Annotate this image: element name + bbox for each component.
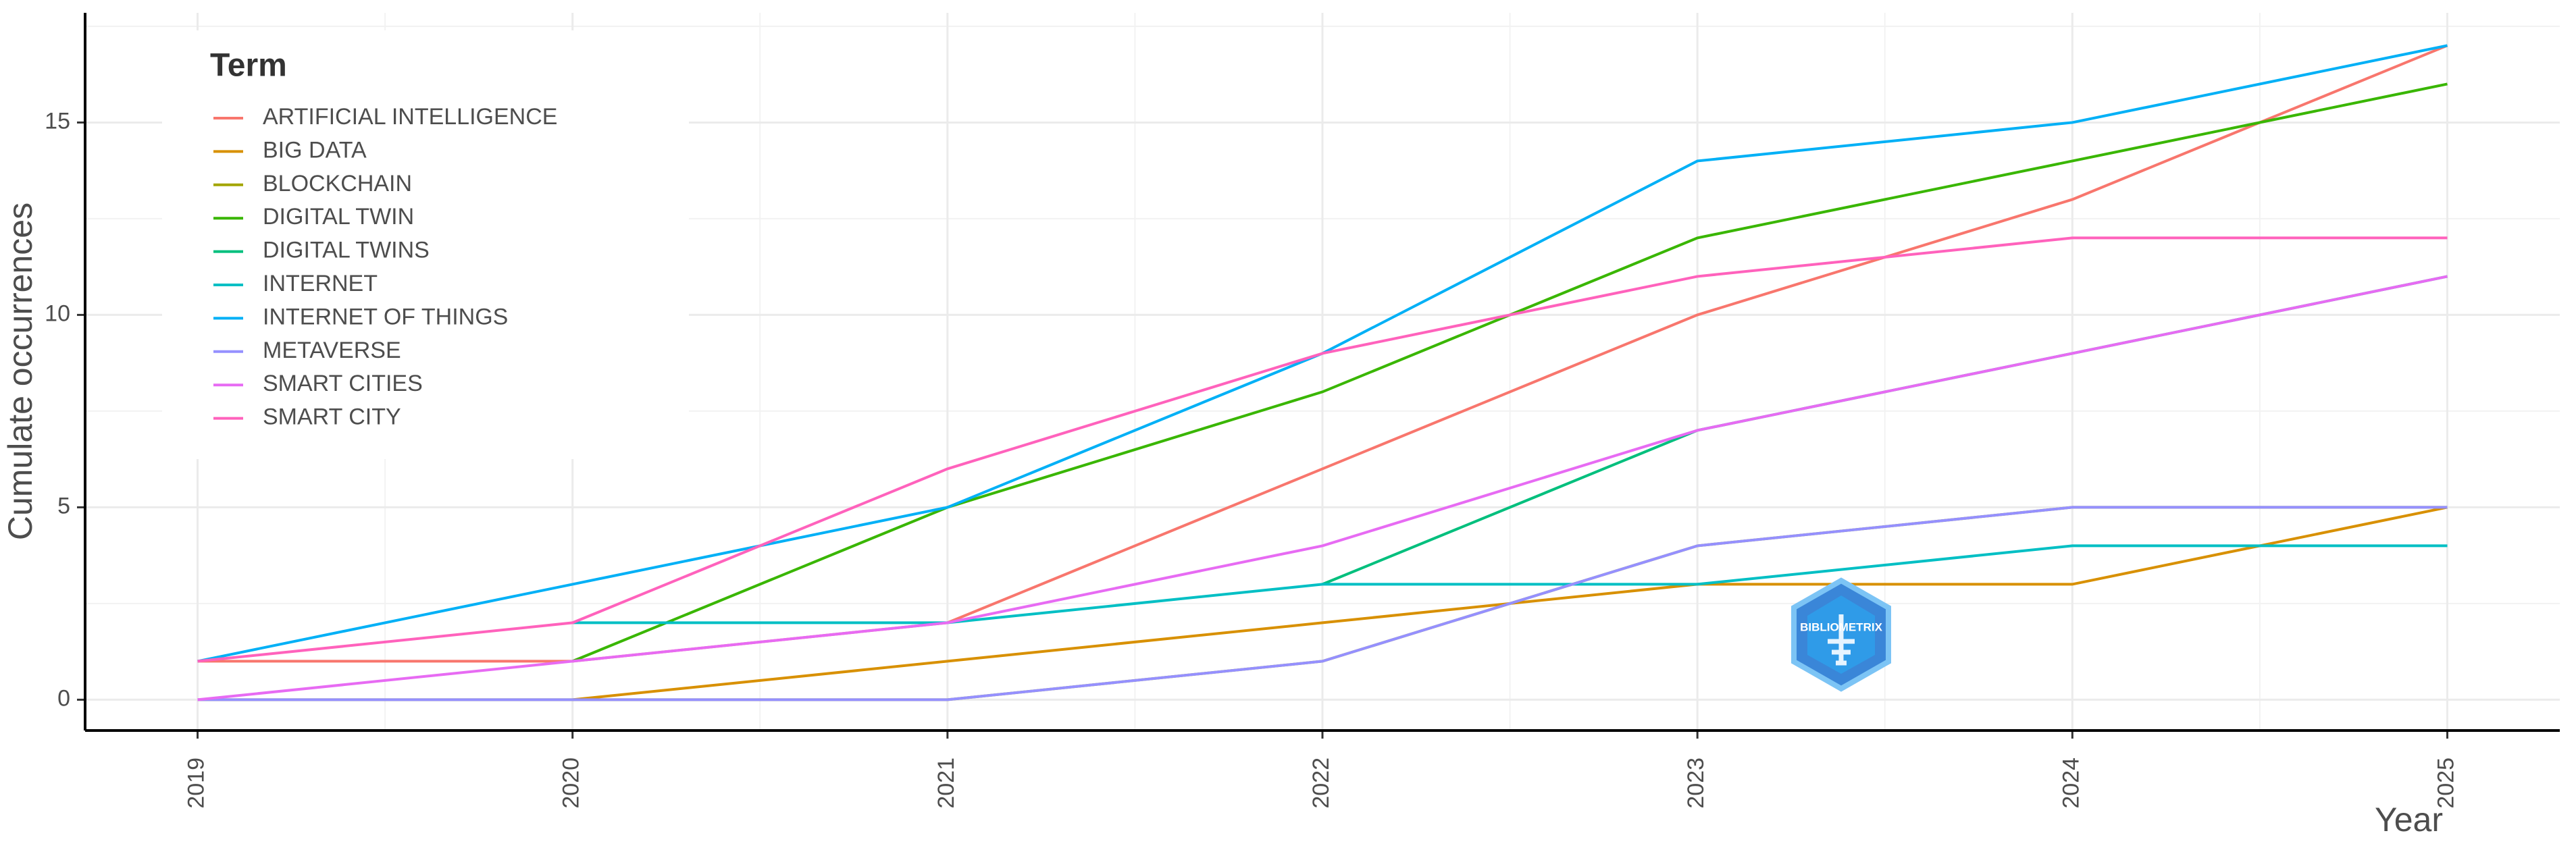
y-tick-label: 15 <box>45 108 70 134</box>
x-tick-label: 2024 <box>2058 758 2084 809</box>
series-line <box>572 544 2448 625</box>
lines <box>197 44 2448 701</box>
y-tick-label: 5 <box>57 493 70 519</box>
y-tick-label: 10 <box>45 300 70 326</box>
legend-label: METAVERSE <box>263 338 401 363</box>
legend-label: BLOCKCHAIN <box>263 171 412 196</box>
legend-title: Term <box>210 48 287 84</box>
legend-label: INTERNET OF THINGS <box>263 304 508 329</box>
legend: ARTIFICIAL INTELLIGENCE BIG DATA BLOCKCHAI… <box>213 104 557 430</box>
watermark-text: BIBLIOMETRIX <box>1800 620 1882 633</box>
legend-label: INTERNET <box>263 271 378 296</box>
legend-label: SMART CITIES <box>263 371 423 396</box>
legend-box <box>162 30 689 459</box>
x-tick-label: 2022 <box>1308 758 1334 809</box>
x-tick-label: 2020 <box>559 758 584 809</box>
logo-icon <box>1828 614 1855 666</box>
legend-label: ARTIFICIAL INTELLIGENCE <box>263 104 557 130</box>
legend-label: BIG DATA <box>263 137 367 163</box>
watermark-logo: BIBLIOMETRIX <box>1791 577 1891 692</box>
x-axis-title: Year <box>2375 801 2443 839</box>
series-line <box>197 506 2448 701</box>
legend-label: DIGITAL TWIN <box>263 204 414 230</box>
y-axis-title: Cumulate occurrences <box>1 203 39 540</box>
legend-label: SMART CITY <box>263 404 401 430</box>
x-tick-label: 2021 <box>933 758 959 809</box>
series-line <box>197 275 2448 701</box>
x-tick-label: 2025 <box>2433 758 2458 809</box>
y-tick-label: 0 <box>57 685 70 711</box>
legend-label: DIGITAL TWINS <box>263 238 430 263</box>
series-line <box>197 236 2448 663</box>
x-tick-label: 2019 <box>184 758 209 809</box>
x-tick-label: 2023 <box>1683 758 1709 809</box>
